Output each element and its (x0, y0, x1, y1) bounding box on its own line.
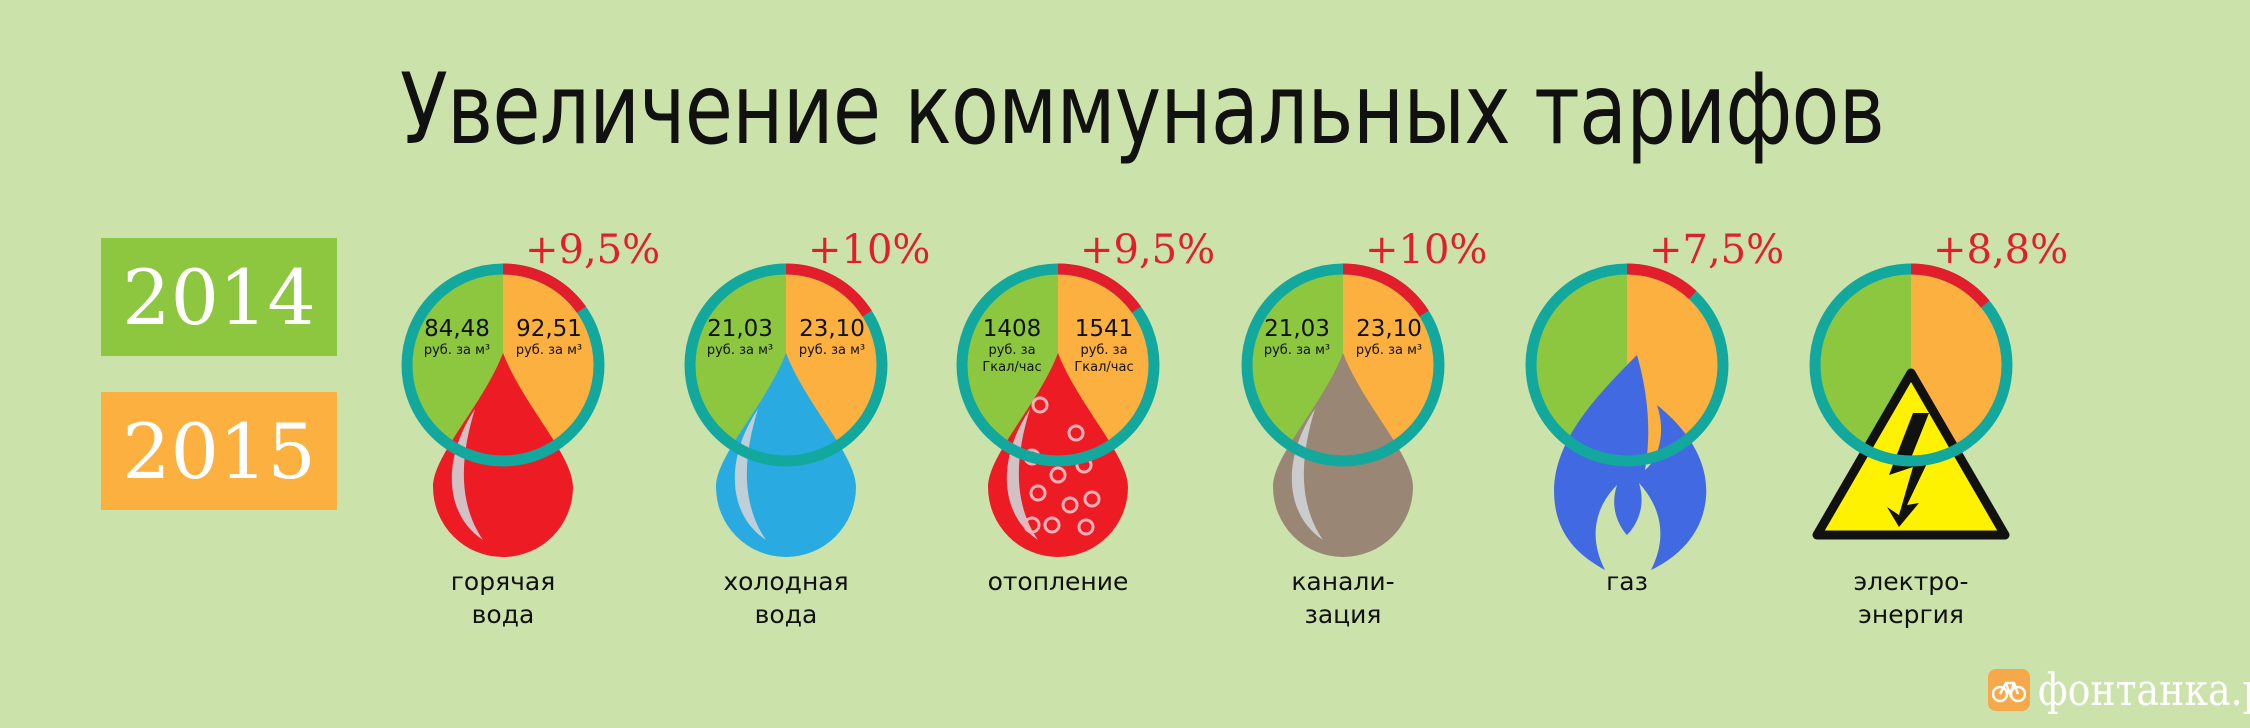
caption: вода (472, 600, 535, 629)
drop-icon (716, 353, 856, 557)
caption: отопление (988, 567, 1129, 596)
caption: вода (755, 600, 818, 629)
value-2014: 1408 (983, 316, 1042, 342)
increase-percent: +9,5% (1080, 227, 1215, 273)
legend-2015: 2015 (101, 392, 337, 510)
caption: холодная (723, 567, 848, 596)
increase-percent: +10% (1365, 227, 1487, 273)
drop-highlight (1291, 409, 1323, 540)
legend-label-2015: 2015 (122, 406, 316, 496)
pie-slice-2015 (1627, 273, 1719, 457)
bubble-mark (1083, 490, 1101, 508)
value-2014: 21,03 (707, 316, 773, 342)
increase-arc (1910, 263, 1990, 308)
unit-2014: руб. за м³ (707, 343, 773, 358)
value-2015: 23,10 (799, 316, 865, 342)
increase-arc (502, 263, 586, 313)
unit-2014: руб. за м³ (424, 343, 490, 358)
bubble-mark (1029, 484, 1047, 502)
caption: горячая (451, 567, 555, 596)
unit-2014: руб. за м³ (1264, 343, 1330, 358)
unit-2015: руб. за (1080, 343, 1127, 358)
tariff-electricity: +8,8% электро-энергия (1809, 227, 2068, 629)
value-2014: 84,48 (424, 316, 490, 342)
drop-highlight (451, 409, 483, 540)
bubble-mark (1023, 516, 1041, 534)
drop-shape (716, 353, 856, 557)
increase-arc (1342, 263, 1429, 317)
increase-percent: +8,8% (1933, 227, 2068, 273)
unit-2015: руб. за м³ (1356, 343, 1422, 358)
fontanka-logo: фонтанка.ру ® (1988, 664, 2250, 716)
unit-2015: руб. за м³ (799, 343, 865, 358)
bubble-mark (1043, 516, 1061, 534)
drop-icon (433, 353, 573, 557)
caption: канали- (1291, 567, 1394, 596)
increase-percent: +7,5% (1649, 227, 1784, 273)
value-2015: 23,10 (1356, 316, 1422, 342)
value-2014: 21,03 (1264, 316, 1330, 342)
bubble-mark (1077, 518, 1095, 536)
increase-arc (1057, 263, 1141, 313)
value-2015: 92,51 (516, 316, 582, 342)
drop-highlight (734, 409, 766, 540)
lightning-bolt (1887, 413, 1931, 527)
bubble-mark (1031, 396, 1049, 414)
increase-arc (1626, 263, 1697, 300)
caption: энергия (1858, 600, 1964, 629)
bicycle-logo-icon (1988, 669, 2030, 711)
bubble-mark (1061, 496, 1079, 514)
unit-2014: руб. за (988, 343, 1035, 358)
value-2015: 1541 (1075, 316, 1134, 342)
increase-percent: +10% (808, 227, 930, 273)
legend-label-2014: 2014 (122, 252, 316, 342)
caption: газ (1606, 567, 1648, 596)
bubble-mark (1049, 466, 1067, 484)
drop-shape (433, 353, 573, 557)
increase-percent: +9,5% (525, 227, 660, 273)
unit-2015: руб. за м³ (516, 343, 582, 358)
increase-arc (785, 263, 872, 317)
bubble-mark (1067, 424, 1085, 442)
drop-icon (1273, 353, 1413, 557)
caption: зация (1305, 600, 1382, 629)
unit-2014: Гкал/час (982, 360, 1041, 375)
caption: электро- (1854, 567, 1969, 596)
logo-text: фонтанка.ру (2038, 664, 2250, 716)
drop-highlight (1006, 409, 1038, 540)
tariff-gas: +7,5% газ (1525, 227, 1784, 596)
unit-2015: Гкал/час (1074, 360, 1133, 375)
legend-2014: 2014 (101, 238, 337, 356)
drop-shape (1273, 353, 1413, 557)
